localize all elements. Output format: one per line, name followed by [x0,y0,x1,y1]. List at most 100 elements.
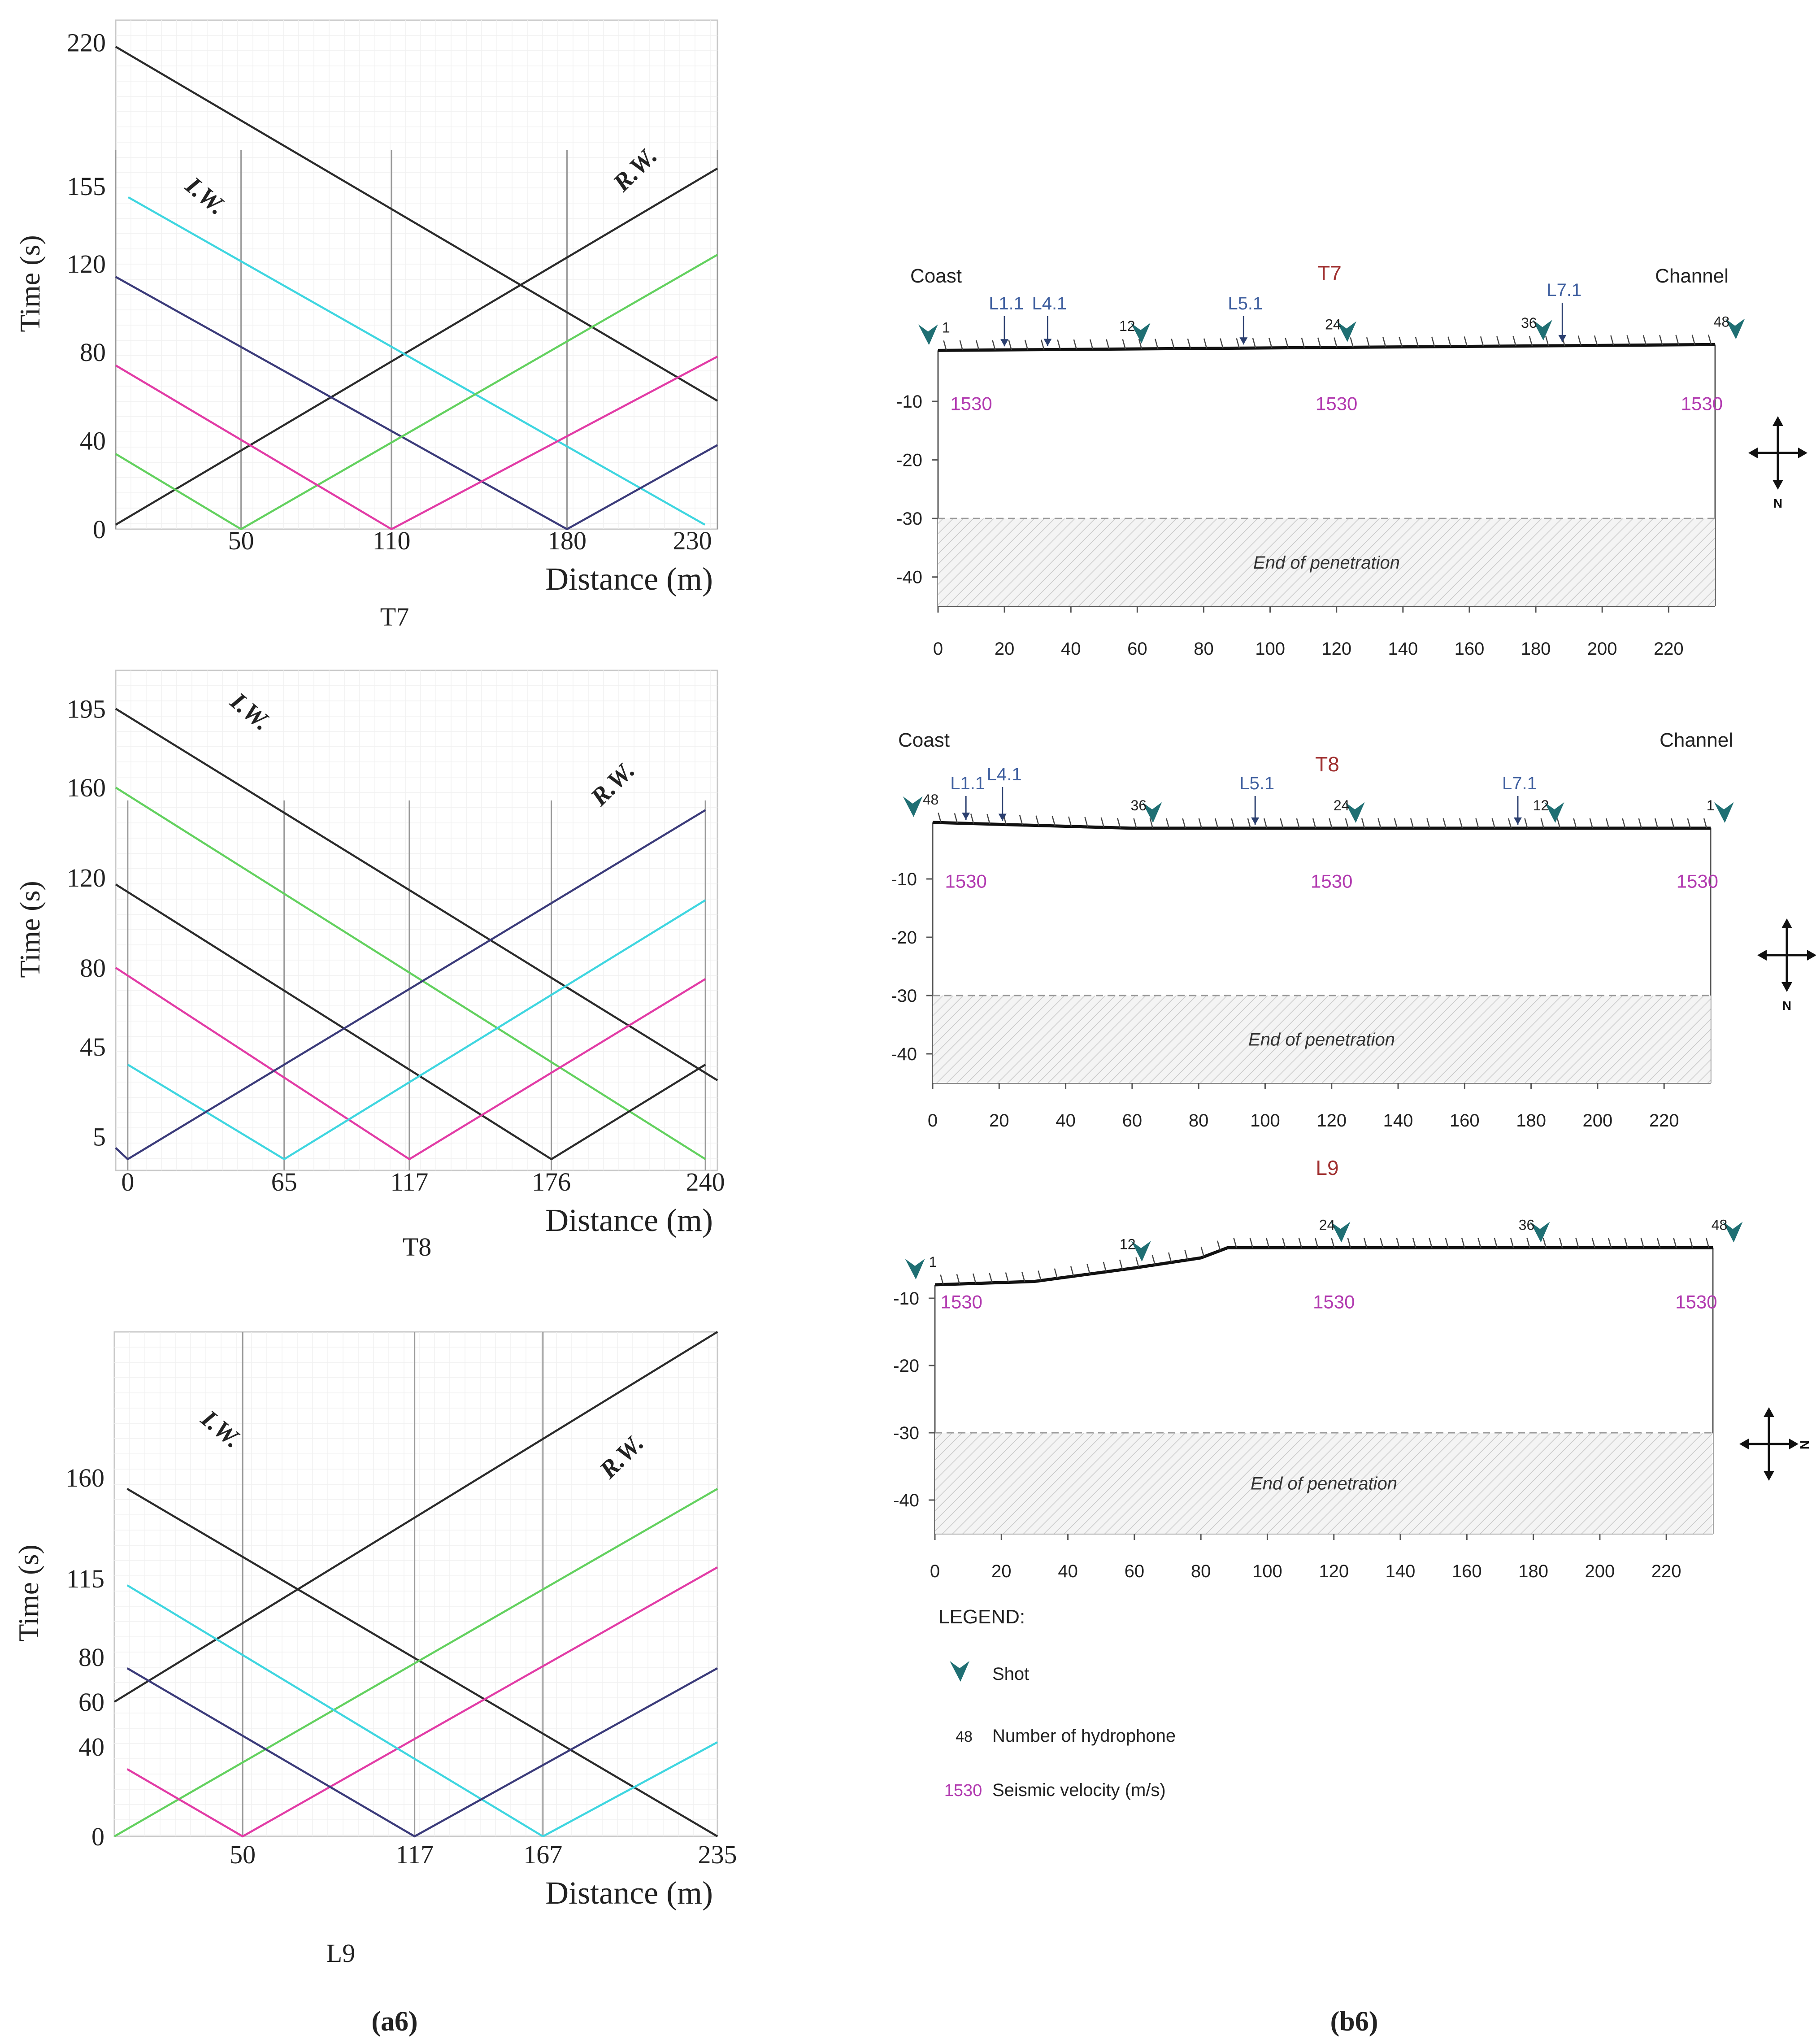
compass-arrow-down [1764,1471,1774,1481]
hydrophone-tick [1675,335,1679,345]
hydrophone-tick [1068,816,1072,827]
compass-arrow-up [1764,1407,1774,1417]
x-tick-label: 200 [1585,1561,1615,1581]
hydrophone-tick [1041,339,1045,350]
grid [116,20,717,529]
series-line-magenta [126,1566,718,1838]
panel-captions: (a6) (b6) [371,2006,1378,2037]
plot-area [115,670,718,1171]
hydrophone-tick [1480,336,1484,347]
hydrophone-tick [1545,335,1549,346]
shot-icon [903,796,923,817]
velocity-label: 1530 [1313,1292,1355,1313]
x-tick-label: 230 [673,526,712,555]
profile-title: L9 [1316,1156,1338,1179]
y-tick-label: 160 [67,773,106,802]
hydrophone-tick [1035,815,1039,826]
hydrophone-tick [1301,337,1305,348]
hydrophone-tick [989,1273,993,1283]
y-tick-label: -10 [891,870,917,889]
hydrophone-tick [1431,336,1435,347]
hydrophone-tick [1575,1238,1579,1248]
y-tick-label: 115 [66,1564,104,1593]
y-tick-label: 160 [65,1463,104,1492]
velocity-label: 1530 [1681,393,1723,414]
y-tick-label: 195 [67,694,106,723]
legend-hydrophone-number: 48 [956,1728,973,1745]
hydrophone-tick [1626,335,1630,346]
hydrophone-tick [1203,338,1208,349]
hydrophone-tick [1459,818,1463,829]
y-tick-label: -30 [893,1423,919,1443]
hydrophone-tick [1329,818,1333,829]
hydrophone-tick [1605,818,1610,829]
x-tick-label: 120 [1319,1561,1349,1581]
y-tick-label: -20 [891,928,917,948]
shot-icon [1142,802,1162,823]
marker-label: L4.1 [1032,294,1067,313]
hydrophone-tick [1024,339,1029,350]
channel-label: Channel [1655,265,1729,287]
legend-velocity-value: 1530 [944,1781,982,1800]
hydrophone-tick [1622,818,1626,829]
x-tick-label: 100 [1250,1111,1280,1131]
hydrophone-tick [1350,337,1354,348]
hydrophone-tick [1366,337,1370,348]
series-line-cyan [127,899,706,1161]
hydrophone-tick [1494,1238,1498,1248]
shot-label: 24 [1325,317,1341,333]
hydrophone-tick [1345,818,1349,829]
x-tick-label: 160 [1450,1111,1480,1131]
hydrophone-tick [1442,818,1447,829]
marker-label: L4.1 [987,765,1022,784]
marker-arrow-head [962,813,970,820]
hydrophone-tick [1526,1238,1530,1248]
hydrophone-tick [1263,818,1268,829]
x-tick-label: 60 [1122,1111,1143,1131]
hydrophone-tick [1461,1238,1465,1248]
hydrophone-tick [1363,1238,1368,1248]
y-tick-label: -10 [896,392,922,412]
hydrophone-tick [1594,335,1598,346]
hydrophone-tick [956,1274,960,1284]
x-tick-label: 50 [230,1840,256,1869]
x-tick-label: 180 [547,526,587,555]
marker-label: L1.1 [989,294,1024,313]
end-of-penetration-zone [935,1433,1713,1534]
hydrophone-tick [1382,337,1386,348]
hydrophone-tick [970,813,974,824]
velocity-label: 1530 [1311,871,1352,892]
hydrophone-tick [1426,818,1430,829]
hydrophone-tick [1589,818,1593,829]
grid [114,1332,717,1836]
hydrophone-tick [1089,339,1094,350]
hydrophone-tick [1269,338,1273,348]
marker-arrow-head [1239,337,1248,345]
hydrophone-tick [1314,1238,1319,1248]
x-tick-label: 20 [991,1561,1012,1581]
hydrophone-tick [1654,818,1659,829]
hydrophone-tick [1656,1238,1661,1248]
hydrophone-tick [1559,1238,1563,1248]
hydrophone-tick [1135,1257,1139,1268]
marker-arrow-head [1558,335,1567,342]
x-tick-label: 20 [995,639,1015,659]
x-tick-label: 220 [1651,1561,1681,1581]
hydrophone-ticks [938,813,1707,829]
hydrophone-tick [1057,339,1061,350]
hydrophone-tick [1394,818,1398,829]
x-axis-label: Distance (m) [545,561,713,597]
hydrophone-tick [1475,818,1479,829]
hydrophone-tick [1512,336,1516,347]
marker-arrow-head [1513,817,1522,825]
x-tick-label: 160 [1452,1561,1482,1581]
shot-icon [1345,802,1365,823]
svg-text:(a6): (a6) [371,2006,417,2037]
y-axis-label: Time (s) [14,881,46,978]
hydrophone-tick [1607,1238,1612,1248]
x-tick-label: 140 [1383,1111,1413,1131]
x-tick-label: 40 [1056,1111,1076,1131]
profile-t7: End of penetration -10 -20 -30 -40 0 20 40 60 80 1… [896,261,1807,659]
hydrophone-tick [1610,335,1614,346]
